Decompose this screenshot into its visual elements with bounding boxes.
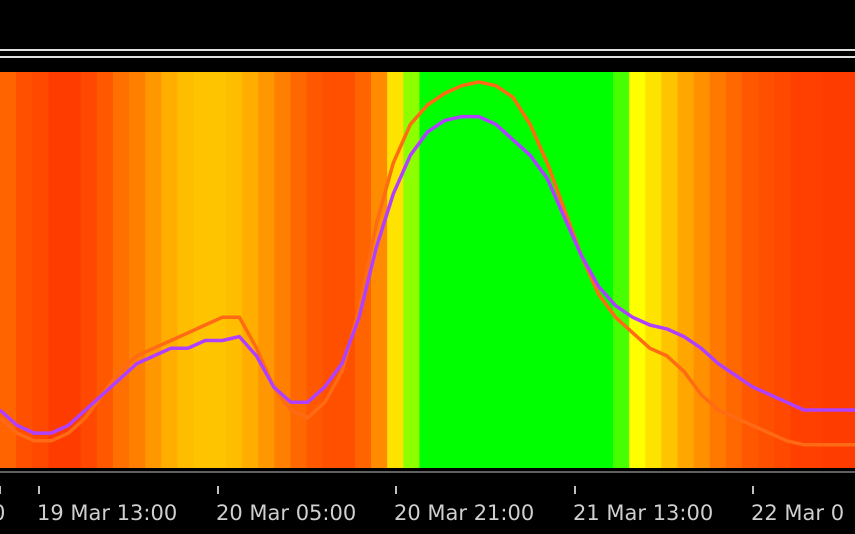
heatmap-column xyxy=(419,72,437,468)
heatmap-column xyxy=(274,72,291,468)
series-lines xyxy=(0,80,855,447)
x-tick-label: 21 Mar 13:00 xyxy=(573,501,713,525)
heatmap-column xyxy=(258,72,275,468)
heatmap-column xyxy=(80,72,98,468)
heatmap-column xyxy=(516,72,533,468)
series-line-1 xyxy=(0,80,855,447)
heatmap-column xyxy=(129,72,146,468)
heatmap-column xyxy=(32,72,49,468)
x-tick-label: 20 Mar 21:00 xyxy=(394,501,534,525)
heatmap-column xyxy=(725,72,743,468)
series-line-2 xyxy=(0,114,855,435)
heatmap-column xyxy=(435,72,453,468)
heatmap-column xyxy=(467,72,485,468)
heatmap-column xyxy=(564,72,582,468)
heatmap-column xyxy=(193,72,211,468)
x-tick-label: 20 Mar 05:00 xyxy=(216,501,356,525)
heatmap-column xyxy=(161,72,179,468)
heatmap-column xyxy=(371,72,388,468)
heatmap-column xyxy=(338,72,356,468)
heatmap-column xyxy=(403,72,421,468)
heatmap-column xyxy=(16,72,33,468)
heatmap-column xyxy=(290,72,308,468)
heatmap-column xyxy=(838,72,855,468)
heatmap-column xyxy=(774,72,792,468)
heatmap-column xyxy=(629,72,646,468)
heatmap-column xyxy=(387,72,404,468)
heatmap-column xyxy=(96,72,114,468)
heatmap-column xyxy=(112,72,130,468)
heatmap-column xyxy=(532,72,550,468)
x-tick-label: 0 xyxy=(0,501,5,525)
heatmap-column xyxy=(613,72,630,468)
heatmap-column xyxy=(709,72,727,468)
x-tick-label: 22 Mar 0 xyxy=(751,501,844,525)
heatmap-column xyxy=(209,72,227,468)
heatmap-column xyxy=(322,72,340,468)
heatmap-column xyxy=(145,72,162,468)
heatmap-column xyxy=(64,72,82,468)
heatmap-column xyxy=(451,72,469,468)
heatmap-column xyxy=(596,72,614,468)
heatmap-column xyxy=(661,72,679,468)
heatmap-column xyxy=(0,72,17,468)
heatmap-column xyxy=(241,72,259,468)
x-tick-label: 19 Mar 13:00 xyxy=(37,501,177,525)
heatmap-column xyxy=(677,72,695,468)
heatmap-column xyxy=(177,72,195,468)
heatmap-column xyxy=(822,72,840,468)
heatmap-column xyxy=(806,72,824,468)
heatmap-column xyxy=(225,72,243,468)
heatmap-column xyxy=(790,72,808,468)
heatmap-column xyxy=(693,72,711,468)
heatmap-column xyxy=(758,72,775,468)
heatmap-column xyxy=(48,72,66,468)
heatmap-columns xyxy=(0,72,855,468)
heatmap-column xyxy=(354,72,372,468)
heatmap-column xyxy=(500,72,517,468)
heatmap-column xyxy=(483,72,501,468)
heatmap-column xyxy=(645,72,663,468)
heatmap-column xyxy=(742,72,759,468)
heatmap-column xyxy=(548,72,566,468)
x-axis-ticks: 0 19 Mar 13:00 20 Mar 05:00 20 Mar 21:00 21 … xyxy=(0,486,844,525)
heatmap-column xyxy=(306,72,324,468)
